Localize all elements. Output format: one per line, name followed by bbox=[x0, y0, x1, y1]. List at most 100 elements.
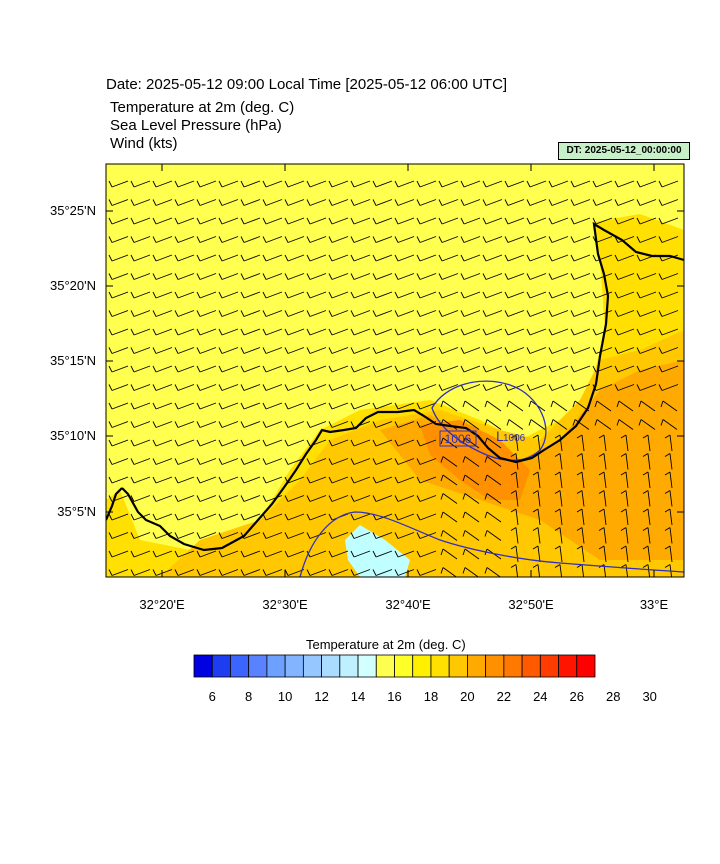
wind-barb bbox=[372, 347, 393, 354]
wind-barb bbox=[372, 217, 393, 225]
colorbar-swatch bbox=[339, 654, 359, 678]
wind-barb bbox=[438, 347, 459, 354]
wind-barb bbox=[570, 273, 591, 280]
wind-barb bbox=[328, 347, 349, 354]
wind-barb bbox=[576, 545, 585, 563]
plot-frame bbox=[105, 163, 685, 578]
wind-barb bbox=[328, 402, 349, 410]
wind-barb bbox=[504, 328, 525, 336]
wind-barb bbox=[638, 400, 656, 412]
wind-barb bbox=[554, 508, 563, 526]
wind-barb bbox=[484, 456, 502, 467]
wind-barb bbox=[576, 453, 585, 470]
wind-barb bbox=[372, 236, 393, 243]
wind-barb bbox=[328, 365, 349, 373]
wind-barb bbox=[614, 254, 635, 262]
coastline-west bbox=[106, 487, 123, 521]
wind-barb bbox=[306, 217, 327, 225]
wind-barb bbox=[130, 199, 151, 206]
wind-barb bbox=[642, 564, 651, 577]
temperature-field bbox=[106, 164, 684, 577]
wind-barb bbox=[510, 527, 519, 544]
wind-barb bbox=[218, 347, 239, 354]
wind-barb bbox=[196, 310, 217, 317]
wind-barb bbox=[592, 217, 613, 225]
isobar-label: 1006 bbox=[445, 432, 472, 446]
wind-barb bbox=[328, 439, 349, 447]
wind-barb bbox=[592, 180, 613, 188]
wind-barb bbox=[460, 365, 481, 373]
wind-barb bbox=[174, 495, 195, 502]
colorbar-swatch bbox=[412, 654, 432, 678]
wind-barb bbox=[482, 217, 503, 225]
wind-barb bbox=[504, 180, 525, 188]
wind-barb bbox=[218, 180, 239, 188]
wind-barb bbox=[196, 291, 217, 299]
coastline bbox=[121, 221, 684, 552]
land-hot-area bbox=[380, 360, 684, 560]
lat-label: 35°5'N bbox=[57, 504, 96, 519]
wind-barb bbox=[240, 291, 261, 299]
wind-barb bbox=[240, 273, 261, 280]
wind-barb bbox=[372, 439, 393, 447]
wind-barb bbox=[152, 495, 173, 502]
dt-badge: DT: 2025-05-12_00:00:00 bbox=[558, 142, 690, 160]
wind-barb bbox=[372, 458, 393, 465]
wind-barb bbox=[548, 291, 569, 299]
wind-barb bbox=[664, 453, 673, 470]
wind-barb bbox=[108, 458, 129, 465]
wind-barb bbox=[174, 347, 195, 354]
wind-barb bbox=[372, 532, 393, 539]
wind-barb bbox=[614, 291, 635, 299]
wind-barb bbox=[328, 217, 349, 225]
wind-barb bbox=[174, 421, 195, 428]
wind-barb bbox=[328, 254, 349, 262]
lat-label: 35°15'N bbox=[50, 353, 96, 368]
wind-barb bbox=[174, 402, 195, 410]
wind-barb bbox=[416, 328, 437, 336]
wind-barb bbox=[262, 347, 283, 354]
wind-barb bbox=[416, 365, 437, 373]
wind-barb bbox=[196, 236, 217, 243]
wind-barb bbox=[218, 513, 239, 521]
colorbar-swatch bbox=[558, 654, 578, 678]
wind-barb bbox=[416, 458, 437, 465]
wind-barb bbox=[240, 476, 261, 484]
wind-barb bbox=[526, 273, 547, 280]
land-hottest-area bbox=[420, 420, 530, 500]
wind-barb bbox=[526, 199, 547, 206]
wind-barb bbox=[550, 400, 568, 412]
wind-barb bbox=[372, 291, 393, 299]
wind-barb bbox=[284, 421, 305, 428]
wind-barb bbox=[460, 217, 481, 225]
wind-barb bbox=[152, 365, 173, 373]
colorbar-label: 16 bbox=[387, 689, 402, 704]
wind-barb bbox=[394, 513, 415, 521]
colorbar-label: 24 bbox=[533, 689, 548, 704]
wind-barb bbox=[482, 273, 503, 280]
wind-barb bbox=[218, 532, 239, 539]
wind-barb bbox=[438, 217, 459, 225]
wind-barb bbox=[576, 508, 585, 526]
wind-barb bbox=[328, 236, 349, 243]
colorbar-swatch bbox=[430, 654, 450, 678]
wind-barb bbox=[532, 471, 541, 489]
wind-barb bbox=[152, 402, 173, 410]
wind-barb bbox=[460, 328, 481, 336]
wind-barb bbox=[240, 310, 261, 317]
wind-barb bbox=[550, 419, 568, 430]
wind-barb bbox=[394, 310, 415, 317]
wind-barb bbox=[394, 495, 415, 502]
wind-barb bbox=[394, 199, 415, 206]
wind-barb bbox=[636, 217, 657, 225]
wind-barb bbox=[372, 273, 393, 280]
wind-barb bbox=[570, 199, 591, 206]
wind-barb bbox=[554, 527, 563, 544]
wind-barb bbox=[284, 310, 305, 317]
wind-barb bbox=[548, 236, 569, 243]
wind-barb bbox=[620, 490, 629, 507]
field-temperature-label: Temperature at 2m (deg. C) bbox=[110, 99, 295, 116]
wind-barb bbox=[130, 439, 151, 447]
wind-barb bbox=[350, 310, 371, 317]
